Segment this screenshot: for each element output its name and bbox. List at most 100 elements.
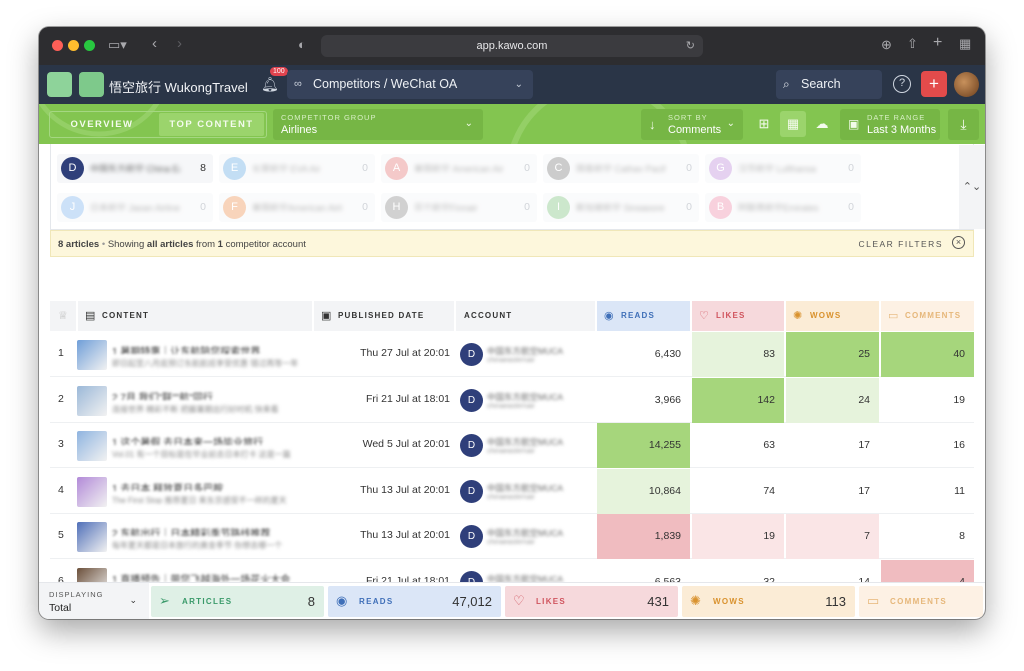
reads-header[interactable]: ◉ READS xyxy=(597,301,690,331)
comments-header[interactable]: ▭ COMMENTS xyxy=(881,301,974,331)
account-filter-panel: D 中国东方航空 China Eastern 8 E 长荣航空 EVA Air 0 A 美国航… xyxy=(50,144,985,230)
reads-cell: 14,255 xyxy=(597,423,690,468)
tab-top-content[interactable]: TOP CONTENT xyxy=(159,113,264,136)
account-filter-chip[interactable]: G 汉莎航空 Lufthansa 0 xyxy=(705,154,861,183)
table-row[interactable]: 5 2 东航出行｜日本精彩季节路线推荐 每年夏天都是日本旅行的黄金季节 你想去哪一个… xyxy=(50,514,974,559)
tab-overview[interactable]: OVERVIEW xyxy=(70,119,134,130)
published-header[interactable]: ▣ PUBLISHED DATE xyxy=(314,301,454,331)
competitor-selector[interactable]: ∞ Competitors / WeChat OA ⌄ xyxy=(287,70,533,99)
table-row[interactable]: 1 1 暑期特惠｜让东航陪您探索世界 即日起至八月底预订东航航班享受优惠 错过再等一… xyxy=(50,332,974,377)
content-header[interactable]: ▤ CONTENT xyxy=(78,301,312,331)
reload-icon[interactable]: ↻ xyxy=(685,40,695,52)
table-row[interactable]: 4 1 去日本,释放夏日多巴胺 The First Stop 推荐夏日 来东京感受不… xyxy=(50,468,974,514)
brand-name[interactable]: 悟空旅行 WukongTravel xyxy=(109,80,248,95)
comments-cell: 11 xyxy=(954,484,965,497)
help-icon[interactable]: ? xyxy=(893,75,911,93)
published-date: Thu 13 Jul at 20:01 xyxy=(360,529,450,541)
chevron-down-icon: ⌄ xyxy=(726,118,735,129)
published-date: Wed 5 Jul at 20:01 xyxy=(362,438,450,450)
article-title[interactable]: 2 东航出行｜日本精彩季节路线推荐 xyxy=(112,529,271,536)
wows-header[interactable]: ✺ WOWS xyxy=(786,301,879,331)
collapse-panel-icon[interactable]: ⌃⌄ xyxy=(959,145,985,229)
account-name: 国泰航空 Cathay Pacific xyxy=(576,164,666,172)
article-title[interactable]: 1 这个暑假,去日本来一场毕业旅行 xyxy=(112,438,264,445)
account-id: chinaeasternair xyxy=(487,539,535,546)
account-filter-chip[interactable]: H 芬兰航空Finnair 0 xyxy=(381,193,537,222)
new-tab-icon[interactable]: + xyxy=(933,34,943,51)
clear-filters-button[interactable]: CLEAR FILTERS xyxy=(858,239,943,249)
kawo-logo-icon[interactable] xyxy=(47,72,72,97)
article-thumbnail[interactable] xyxy=(77,340,107,370)
article-thumbnail[interactable] xyxy=(77,476,107,507)
share-icon[interactable]: ⇧ xyxy=(907,36,918,51)
article-thumbnail[interactable] xyxy=(77,522,107,552)
search-button[interactable]: ⌕ Search xyxy=(776,70,882,99)
sidebar-toggle-icon[interactable]: ▭▾ xyxy=(108,37,127,52)
account-name: 美国航空 American Airlines xyxy=(414,164,504,172)
tab-overview-icon[interactable]: ▦ xyxy=(959,36,972,51)
table-view-icon[interactable]: ▦ xyxy=(780,111,806,137)
account-name: 汉莎航空 Lufthansa xyxy=(738,164,817,172)
article-title[interactable]: 2 7月,我们"联""航"同行 xyxy=(112,392,213,400)
shield-icon[interactable]: ◐ xyxy=(298,37,306,52)
competitor-group-select[interactable]: COMPETITOR GROUP Airlines ⌄ xyxy=(273,109,483,140)
account-filter-chip[interactable]: E 长荣航空 EVA Air 0 xyxy=(219,154,375,183)
account-name: 中国东方航空MUCA xyxy=(487,528,564,538)
close-window-button[interactable] xyxy=(52,40,63,51)
zoom-window-button[interactable] xyxy=(84,40,95,51)
account-avatar: H xyxy=(385,196,408,219)
brand-logo-icon xyxy=(79,72,104,97)
table-row[interactable]: 2 2 7月,我们"联""航"同行 连接世界 精彩不断 把握暑期出行好时机 快来看 F… xyxy=(50,377,974,423)
cloud-view-icon[interactable]: ☁︎ xyxy=(815,116,829,131)
wows-label: WOWS xyxy=(713,597,745,606)
article-thumbnail[interactable] xyxy=(77,567,107,582)
account-filter-chip[interactable]: I 新加坡航空 Singapore 0 xyxy=(543,193,699,222)
displaying-value: Total xyxy=(49,602,72,614)
bell-icon[interactable]: 🔔︎ xyxy=(261,76,279,92)
account-filter-chip[interactable]: D 中国东方航空 China Eastern 8 xyxy=(57,154,213,183)
article-title[interactable]: 1 去日本,释放夏日多巴胺 xyxy=(112,483,224,491)
sort-by-select[interactable]: ↓ SORT BY Comments ⌄ xyxy=(641,109,743,140)
address-bar[interactable]: app.kawo.com ↻ xyxy=(321,35,703,57)
user-avatar[interactable] xyxy=(954,72,979,97)
account-filter-chip[interactable]: J 日本航空 Japan Airlines 0 xyxy=(57,193,213,222)
back-icon[interactable]: ‹ xyxy=(152,35,157,52)
clear-filters-icon[interactable]: × xyxy=(952,236,965,249)
separator: • xyxy=(101,239,106,250)
account-filter-chip[interactable]: C 国泰航空 Cathay Pacific 0 xyxy=(543,154,699,183)
article-thumbnail[interactable] xyxy=(77,431,107,461)
account-header[interactable]: ACCOUNT xyxy=(456,301,595,331)
articles-total: ➢ ARTICLES 8 xyxy=(151,586,324,617)
minimize-window-button[interactable] xyxy=(68,40,79,51)
article-title[interactable]: 1 暑期特惠｜让东航陪您探索世界 xyxy=(112,347,261,354)
grid-view-icon[interactable]: ⊞ xyxy=(758,116,770,131)
account-filter-chip[interactable]: F 美国航空American Airlines 0 xyxy=(219,193,375,222)
downloads-icon[interactable]: ⊕ xyxy=(881,37,892,52)
account-avatar: B xyxy=(709,196,732,219)
chevron-down-icon: ⌄ xyxy=(464,118,473,129)
date-range-select[interactable]: ▣ DATE RANGE Last 3 Months xyxy=(840,109,940,140)
reads-cell: 6,563 xyxy=(654,575,681,583)
table-row[interactable]: 3 1 这个暑假,去日本来一场毕业旅行 Vol.01 有一个目标是在毕业前去日本打卡… xyxy=(50,423,974,468)
account-filter-chip[interactable]: B 阿联酋航空Emirates 0 xyxy=(705,193,861,222)
likes-cell: 142 xyxy=(692,377,784,423)
article-thumbnail[interactable] xyxy=(77,385,107,416)
eye-icon: ◉ xyxy=(604,310,614,322)
published-date: Fri 21 Jul at 18:01 xyxy=(365,574,450,583)
add-button[interactable]: + xyxy=(921,71,947,97)
reads-cell: 10,864 xyxy=(597,468,690,514)
likes-header[interactable]: ♡ LIKES xyxy=(692,301,784,331)
account-name: 长荣航空 EVA Air xyxy=(252,164,321,172)
account-avatar: D xyxy=(61,157,84,180)
account-filter-chip[interactable]: A 美国航空 American Airlines 0 xyxy=(381,154,537,183)
comments-cell: 8 xyxy=(959,530,965,542)
article-title[interactable]: 1 直播预告｜带您飞越海外一场花火大会 xyxy=(112,574,291,582)
download-icon[interactable]: ⤓ xyxy=(948,109,979,140)
binoculars-icon: ∞ xyxy=(294,78,302,90)
likes-value: 431 xyxy=(647,594,669,609)
account-article-count: 0 xyxy=(362,162,368,174)
displaying-select[interactable]: DISPLAYING Total ⌄ xyxy=(39,583,149,619)
table-row[interactable]: 61 直播预告｜带您飞越海外一场花火大会直播预告 Travel 东航带您前往花火… xyxy=(50,559,974,583)
article-description: 每年夏天都是日本旅行的黄金季节 你想去哪一个 xyxy=(112,541,283,549)
forward-icon[interactable]: › xyxy=(177,35,182,52)
